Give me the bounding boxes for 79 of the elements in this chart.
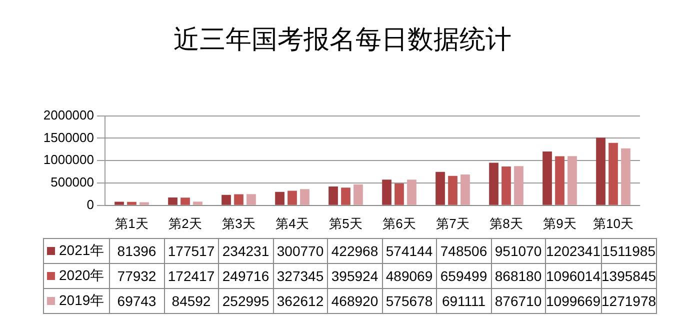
data-label: 1099669 [546, 288, 602, 314]
bar [341, 188, 350, 205]
bar [354, 184, 363, 205]
data-label: 575678 [382, 288, 436, 314]
legend-label: 2021年 [59, 242, 104, 258]
x-tick-label: 第10天 [593, 216, 634, 231]
data-label: 422968 [328, 238, 382, 264]
bar [436, 172, 445, 205]
data-label: 574144 [382, 238, 436, 264]
bar [180, 198, 190, 205]
data-label: 177517 [164, 238, 218, 264]
chart-title: 近三年国考报名每日数据统计 [172, 24, 512, 56]
data-label: 77932 [110, 264, 164, 288]
x-tick-label: 第2天 [168, 216, 202, 231]
x-tick-label: 第9天 [543, 216, 576, 231]
bar [288, 190, 297, 205]
bar [555, 156, 564, 205]
data-label: 876710 [491, 288, 546, 314]
x-tick-label: 第8天 [490, 216, 523, 231]
bar [222, 194, 231, 205]
bar [621, 148, 630, 205]
data-label: 81396 [110, 238, 164, 264]
data-label: 1511985 [601, 238, 657, 264]
legend-label: 2020年 [59, 267, 104, 283]
bar [514, 166, 524, 205]
y-tick-label: 500000 [50, 174, 94, 190]
bar [489, 162, 498, 205]
bar [394, 183, 404, 205]
data-label: 300770 [273, 238, 328, 264]
bar [502, 166, 511, 205]
data-label: 951070 [491, 238, 546, 264]
bar [168, 197, 178, 205]
y-tick-label: 0 [86, 196, 94, 212]
data-label: 1096014 [546, 264, 602, 288]
data-label: 362612 [273, 288, 328, 314]
bar [193, 202, 202, 205]
x-tick-label: 第3天 [222, 216, 256, 231]
bar [407, 180, 416, 205]
bar [275, 192, 284, 205]
y-tick-label: 1000000 [43, 152, 94, 168]
x-tick-label: 第4天 [276, 216, 309, 231]
bar [382, 180, 392, 205]
bar [568, 156, 577, 205]
data-label: 489069 [382, 264, 436, 288]
data-label: 234231 [218, 238, 273, 264]
data-label: 172417 [164, 264, 218, 288]
bar [300, 189, 310, 205]
bar [140, 202, 149, 205]
bar [596, 138, 606, 205]
bar [328, 186, 338, 205]
bar [246, 194, 256, 205]
x-tick-label: 第1天 [115, 216, 148, 231]
data-label: 1271978 [601, 288, 657, 314]
data-label: 748506 [436, 238, 491, 264]
data-label: 468920 [328, 288, 382, 314]
data-label: 868180 [491, 264, 546, 288]
data-label: 691111 [436, 288, 491, 314]
bar [448, 176, 458, 205]
bar [234, 194, 244, 205]
bar [114, 202, 124, 205]
data-label: 249716 [218, 264, 273, 288]
data-label: 1395845 [601, 264, 657, 288]
legend-label: 2019年 [59, 292, 104, 308]
bar [608, 142, 618, 205]
data-label: 327345 [273, 264, 328, 288]
bar [127, 202, 136, 205]
data-label: 69743 [110, 288, 164, 314]
data-label: 84592 [164, 288, 218, 314]
x-tick-label: 第5天 [329, 216, 362, 231]
y-tick-label: 1500000 [43, 130, 94, 145]
data-label: 659499 [436, 264, 491, 288]
y-tick-label: 2000000 [43, 107, 94, 122]
bar [542, 152, 552, 205]
bar [460, 174, 470, 205]
x-tick-label: 第7天 [436, 216, 470, 231]
x-tick-label: 第6天 [382, 216, 416, 231]
data-label: 252995 [218, 288, 273, 314]
data-label: 395924 [328, 264, 382, 288]
data-label: 1202341 [546, 238, 602, 264]
